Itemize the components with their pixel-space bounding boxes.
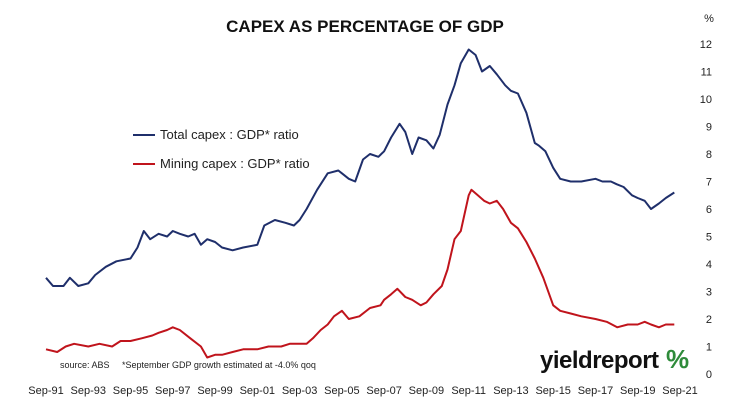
x-tick-label: Sep-01 xyxy=(240,385,275,397)
footnote: *September GDP growth estimated at -4.0%… xyxy=(122,360,316,370)
x-tick-label: Sep-97 xyxy=(155,385,190,397)
y-tick-label: 0 xyxy=(706,369,712,381)
x-tick-label: Sep-15 xyxy=(535,385,570,397)
y-tick-label: 5 xyxy=(706,232,712,244)
y-tick-label: 9 xyxy=(706,122,712,134)
y-tick-label: 11 xyxy=(701,67,712,79)
logo-wordmark: yieldreport xyxy=(540,347,659,374)
legend-label-total-capex: Total capex : GDP* ratio xyxy=(160,127,299,142)
x-tick-label: Sep-21 xyxy=(662,385,697,397)
y-tick-label: 4 xyxy=(706,259,712,271)
x-tick-label: Sep-93 xyxy=(71,385,106,397)
x-tick-label: Sep-09 xyxy=(409,385,444,397)
y-tick-label: 10 xyxy=(700,94,712,106)
x-tick-label: Sep-95 xyxy=(113,385,148,397)
x-tick-label: Sep-07 xyxy=(366,385,401,397)
legend-label-mining-capex: Mining capex : GDP* ratio xyxy=(160,156,310,171)
y-tick-label: 2 xyxy=(706,314,712,326)
y-tick-label: 3 xyxy=(706,287,712,299)
logo-percent-sign: % xyxy=(666,344,689,374)
y-tick-label: 8 xyxy=(706,149,712,161)
x-axis: Sep-91 Sep-93 Sep-95 Sep-97 Sep-99 Sep-01 Sep-… xyxy=(28,385,697,397)
x-tick-label: Sep-05 xyxy=(324,385,359,397)
x-tick-label: Sep-17 xyxy=(578,385,613,397)
y-tick-label: 1 xyxy=(706,342,712,354)
x-tick-label: Sep-99 xyxy=(197,385,232,397)
y-tick-label: 6 xyxy=(706,204,712,216)
x-tick-label: Sep-91 xyxy=(28,385,63,397)
y-tick-label: 7 xyxy=(706,177,712,189)
y-tick-label: 12 xyxy=(700,39,712,51)
chart-title: CAPEX AS PERCENTAGE OF GDP xyxy=(226,17,504,36)
y-axis-unit: % xyxy=(704,13,714,25)
series-line-total-capex xyxy=(45,48,675,287)
series-line-mining-capex xyxy=(45,188,675,359)
x-tick-label: Sep-03 xyxy=(282,385,317,397)
x-tick-label: Sep-19 xyxy=(620,385,655,397)
series-group xyxy=(45,48,675,359)
source-note: source: ABS xyxy=(60,360,110,370)
x-tick-label: Sep-11 xyxy=(451,385,486,397)
x-tick-label: Sep-13 xyxy=(493,385,528,397)
yieldreport-logo: yieldreport % xyxy=(540,344,689,374)
legend: Total capex : GDP* ratio Mining capex : … xyxy=(133,127,310,171)
